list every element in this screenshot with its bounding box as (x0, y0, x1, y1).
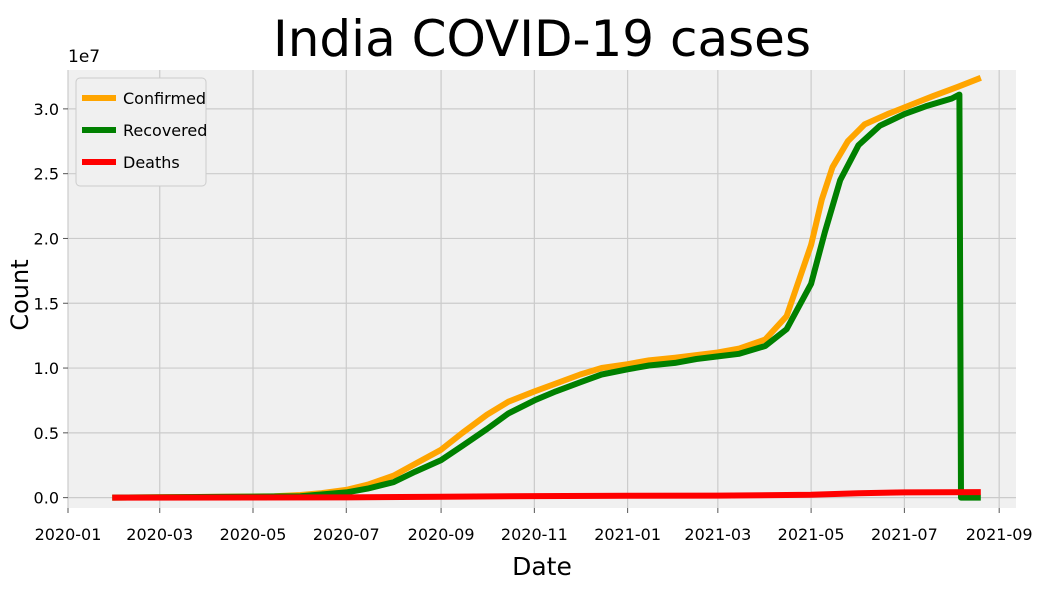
x-tick-labels: 2020-01 2020-03 2020-05 2020-07 2020-09 2020-… (35, 508, 1033, 544)
plot-area (68, 70, 1016, 508)
y-tick-labels: 0.0 0.5 1.0 1.5 2.0 2.5 3.0 (34, 100, 68, 508)
series-line-deaths (112, 489, 981, 501)
series-line-recovered (112, 91, 981, 501)
y-tick-label: 2.0 (34, 229, 59, 248)
x-tick-label: 2021-09 (966, 525, 1033, 544)
x-tick-label: 2021-07 (871, 525, 938, 544)
y-tick-label: 2.5 (34, 165, 59, 184)
y-tick-label: 1.0 (34, 359, 59, 378)
legend-label-deaths: Deaths (123, 153, 180, 172)
y-tick-label: 3.0 (34, 100, 59, 119)
x-tick-label: 2020-11 (501, 525, 568, 544)
series-line-confirmed (112, 75, 982, 501)
x-tick-label: 2021-05 (778, 525, 845, 544)
x-tick-label: 2020-09 (408, 525, 475, 544)
y-tick-label: 0.5 (34, 424, 59, 443)
x-tick-label: 2020-03 (126, 525, 193, 544)
legend-label-confirmed: Confirmed (123, 89, 206, 108)
legend: Confirmed Recovered Deaths (75, 77, 207, 187)
y-multiplier-label: 1e7 (68, 47, 100, 67)
y-tick-label: 1.5 (34, 294, 59, 313)
x-tick-label: 2020-07 (313, 525, 380, 544)
legend-label-recovered: Recovered (123, 121, 207, 140)
y-axis-label: Count (6, 259, 34, 330)
x-axis-label: Date (512, 552, 572, 581)
series-lines (112, 75, 982, 501)
x-tick-label: 2020-01 (35, 525, 102, 544)
y-tick-label: 0.0 (34, 489, 59, 508)
x-tick-label: 2021-03 (684, 525, 751, 544)
x-tick-label: 2020-05 (220, 525, 287, 544)
x-tick-label: 2021-01 (594, 525, 661, 544)
chart-title: India COVID-19 cases (273, 10, 811, 68)
